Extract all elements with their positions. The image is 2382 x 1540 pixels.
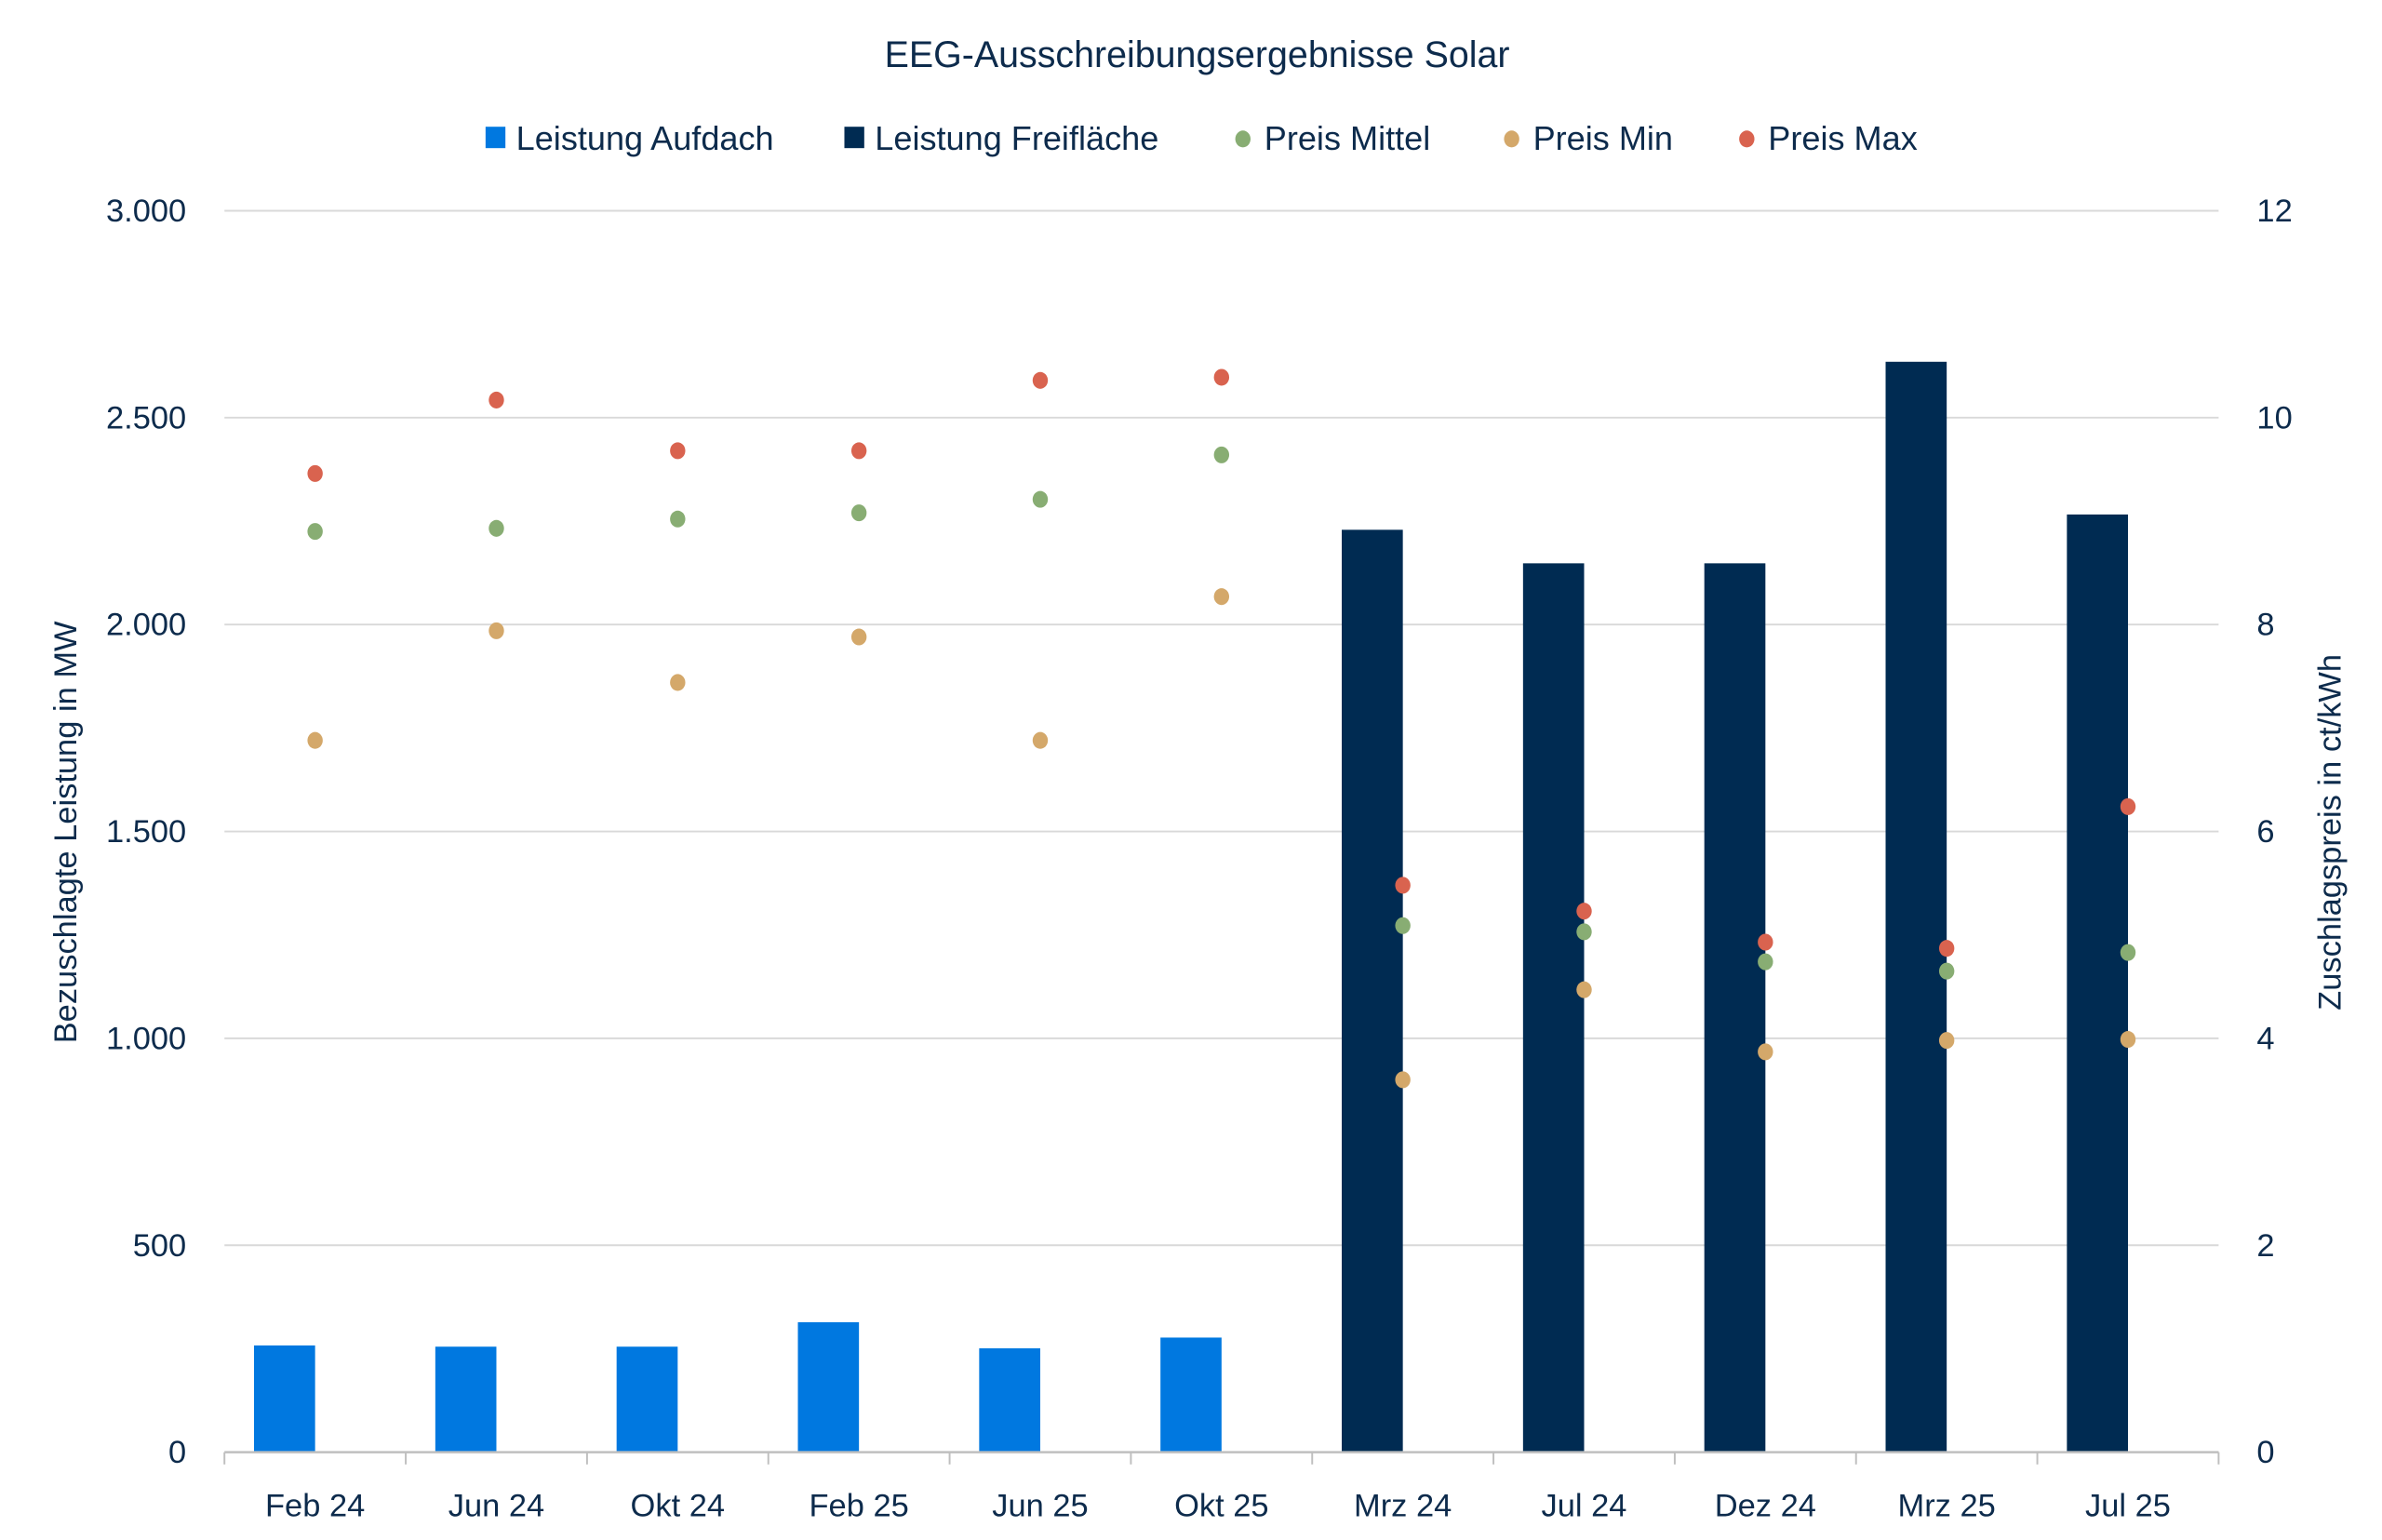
point-preis-mittel	[1576, 923, 1592, 941]
x-tick-label: Okt 25	[1174, 1489, 1268, 1524]
legend-label: Preis Max	[1768, 119, 1917, 157]
y-tick-label: 0	[168, 1435, 186, 1470]
point-preis-mittel	[307, 523, 323, 541]
point-preis-max	[2120, 797, 2136, 815]
bar-leistung-freifläche	[1342, 529, 1403, 1453]
point-preis-min	[1758, 1043, 1773, 1061]
point-preis-max	[488, 391, 504, 408]
y-tick-label: 1.500	[106, 814, 186, 850]
bar-leistung-aufdach	[979, 1348, 1040, 1453]
y2-tick-label: 8	[2256, 608, 2274, 643]
point-preis-min	[488, 622, 504, 639]
point-preis-mittel	[1213, 446, 1230, 463]
y-tick-label: 500	[133, 1228, 186, 1264]
point-preis-min	[1576, 981, 1592, 998]
x-tick-label: Mrz 24	[1354, 1489, 1452, 1524]
x-tick-label: Jul 24	[1542, 1489, 1627, 1524]
point-preis-mittel	[1032, 490, 1049, 508]
point-preis-max	[1395, 877, 1411, 894]
legend-marker	[844, 127, 864, 149]
bar-leistung-aufdach	[1160, 1337, 1222, 1453]
point-preis-mittel	[670, 510, 686, 528]
y-tick-label: 2.500	[106, 400, 186, 435]
x-tick-label: Okt 24	[631, 1489, 725, 1524]
y2-tick-label: 6	[2256, 814, 2274, 850]
legend-marker	[1504, 130, 1519, 148]
point-preis-max	[1938, 940, 1955, 957]
bar-leistung-aufdach	[254, 1345, 315, 1453]
x-tick-label: Jun 25	[992, 1489, 1088, 1524]
point-preis-min	[850, 628, 867, 646]
bars	[254, 361, 2128, 1453]
y2-tick-label: 10	[2256, 400, 2292, 435]
point-preis-max	[670, 442, 686, 460]
legend: Leistung Aufdach Leistung Freifläche Preis…	[485, 119, 1918, 157]
legend-marker	[485, 127, 506, 149]
point-preis-mittel	[488, 519, 504, 537]
bar-leistung-freifläche	[1522, 563, 1585, 1453]
chart-title: EEG-Ausschreibungsergebnisse Solar	[885, 34, 1510, 75]
x-tick-label: Jul 25	[2085, 1489, 2171, 1524]
point-preis-min	[1032, 731, 1049, 749]
point-preis-mittel	[1395, 917, 1411, 934]
point-preis-mittel	[1938, 962, 1955, 980]
x-tick-label: Feb 24	[265, 1489, 365, 1524]
legend-label: Preis Min	[1533, 119, 1673, 157]
x-tick-label: Mrz 25	[1898, 1489, 1996, 1524]
points	[307, 368, 2136, 1089]
axes: 0 500 1.000 1.500 2.000 2.500 3.000 0 2 4 6 8 10 12 Fe…	[106, 194, 2293, 1524]
point-preis-max	[1576, 903, 1592, 920]
point-preis-min	[1938, 1032, 1955, 1050]
legend-label: Leistung Aufdach	[516, 119, 774, 157]
bar-leistung-aufdach	[616, 1346, 678, 1453]
bar-leistung-aufdach	[797, 1321, 860, 1453]
y2-tick-label: 12	[2256, 194, 2292, 229]
y-tick-label: 3.000	[106, 194, 186, 229]
legend-marker	[1739, 130, 1755, 148]
y-tick-label: 1.000	[106, 1021, 186, 1056]
point-preis-max	[307, 464, 323, 482]
point-preis-max	[1213, 368, 1230, 386]
point-preis-max	[1758, 933, 1773, 951]
bar-leistung-freifläche	[2067, 514, 2128, 1453]
x-tick-label: Jun 24	[448, 1489, 544, 1524]
point-preis-min	[1395, 1071, 1411, 1089]
point-preis-min	[307, 731, 323, 749]
bar-leistung-freifläche	[1704, 563, 1766, 1453]
y-tick-label: 2.000	[106, 608, 186, 643]
bar-leistung-aufdach	[435, 1346, 497, 1453]
point-preis-max	[850, 442, 867, 460]
y2-tick-label: 0	[2256, 1435, 2274, 1470]
point-preis-min	[670, 674, 686, 691]
point-preis-min	[1213, 588, 1230, 606]
point-preis-mittel	[850, 504, 867, 522]
x-tick-label: Feb 25	[810, 1489, 909, 1524]
x-tick-label: Dez 24	[1715, 1489, 1816, 1524]
point-preis-mittel	[2120, 944, 2136, 961]
legend-label: Leistung Freifläche	[875, 119, 1158, 157]
point-preis-max	[1032, 371, 1049, 389]
point-preis-mittel	[1758, 953, 1773, 971]
legend-marker	[1235, 130, 1251, 148]
point-preis-min	[2120, 1031, 2136, 1049]
y-axis-label: Bezuschlagte Leistung in MW	[48, 621, 84, 1043]
bar-leistung-freifläche	[1885, 361, 1947, 1453]
legend-label: Preis Mittel	[1265, 119, 1430, 157]
y2-tick-label: 4	[2256, 1021, 2274, 1056]
y2-axis-label: Zuschlagspreis in ct/kWh	[2313, 654, 2349, 1011]
y2-tick-label: 2	[2256, 1228, 2274, 1264]
